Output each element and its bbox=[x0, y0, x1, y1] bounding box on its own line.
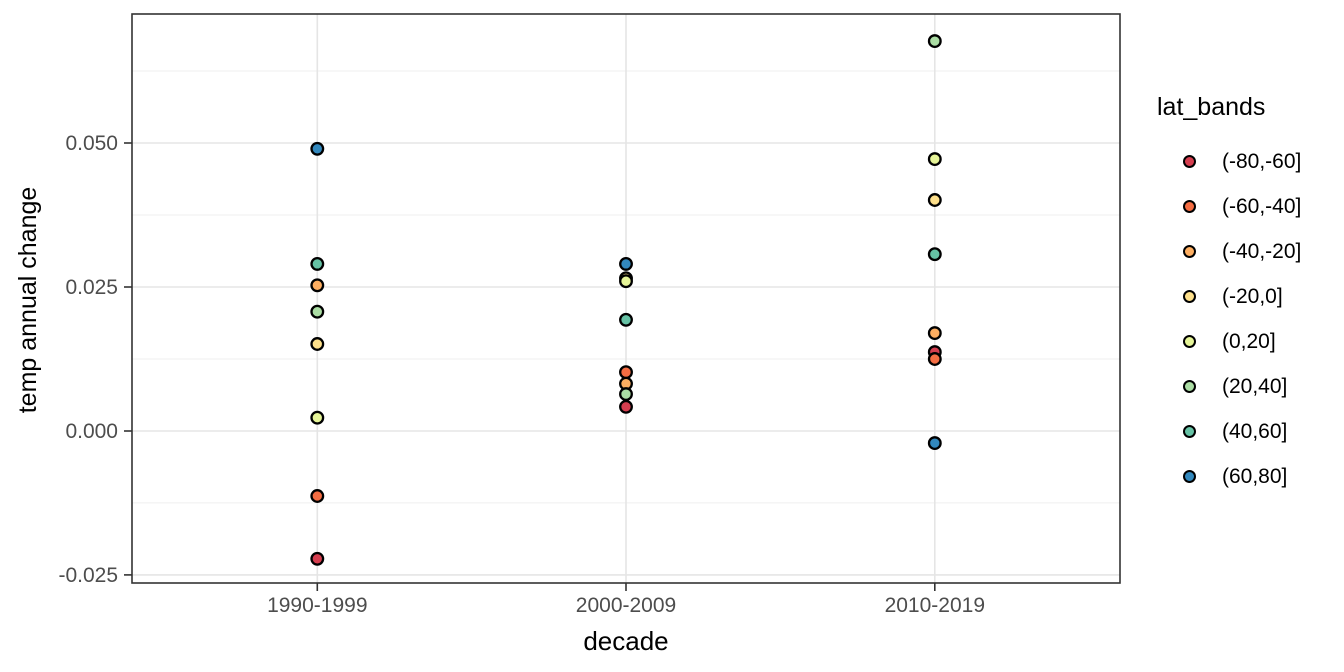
data-point bbox=[310, 141, 325, 156]
data-point bbox=[310, 410, 325, 425]
y-tick-label: 0.000 bbox=[65, 420, 118, 443]
data-point bbox=[619, 256, 633, 271]
data-point bbox=[310, 256, 325, 271]
legend-items: (-80,-60] (-60,-40] (-40,-20] (-20,0] (0,20]… bbox=[1150, 139, 1344, 499]
legend-swatch-icon bbox=[1183, 380, 1196, 393]
data-point bbox=[619, 312, 633, 327]
legend-item: (-60,-40] bbox=[1150, 184, 1344, 229]
legend-swatch-icon bbox=[1183, 155, 1196, 168]
data-point bbox=[310, 304, 325, 319]
legend-item: (-20,0] bbox=[1150, 274, 1344, 319]
data-point bbox=[927, 326, 942, 341]
data-point bbox=[927, 247, 942, 262]
x-tick-label: 2000-2009 bbox=[576, 594, 676, 617]
data-point bbox=[310, 278, 325, 293]
legend-swatch-icon bbox=[1183, 290, 1196, 303]
legend-item: (20,40] bbox=[1150, 364, 1344, 409]
legend: lat_bands (-80,-60] (-60,-40] (-40,-20] (-2… bbox=[1150, 92, 1344, 499]
legend-item-label: (-40,-20] bbox=[1222, 239, 1302, 263]
legend-swatch-icon bbox=[1183, 335, 1196, 348]
legend-item: (0,20] bbox=[1150, 319, 1344, 364]
data-point bbox=[310, 489, 325, 503]
data-point bbox=[927, 436, 942, 451]
data-point bbox=[619, 274, 633, 289]
legend-item-label: (60,80] bbox=[1222, 464, 1288, 488]
legend-item-label: (-60,-40] bbox=[1222, 194, 1302, 218]
legend-swatch-icon bbox=[1183, 200, 1196, 213]
x-axis-title: decade bbox=[583, 626, 669, 656]
data-point bbox=[927, 152, 942, 167]
x-tick-label: 2010-2019 bbox=[885, 594, 985, 617]
legend-title: lat_bands bbox=[1157, 93, 1266, 121]
data-point bbox=[619, 365, 633, 380]
legend-item-label: (40,60] bbox=[1222, 419, 1288, 443]
data-point bbox=[310, 337, 325, 351]
legend-item-label: (-20,0] bbox=[1222, 284, 1283, 308]
legend-item: (-80,-60] bbox=[1150, 139, 1344, 184]
legend-item-label: (20,40] bbox=[1222, 374, 1288, 398]
y-tick-label: -0.025 bbox=[58, 564, 118, 587]
legend-swatch-icon bbox=[1183, 425, 1196, 438]
data-point bbox=[619, 387, 633, 402]
y-axis-title: temp annual change bbox=[14, 186, 42, 414]
legend-item-label: (0,20] bbox=[1222, 329, 1276, 353]
data-point bbox=[927, 352, 942, 366]
data-point bbox=[927, 34, 942, 49]
y-tick-label: 0.025 bbox=[65, 276, 118, 299]
y-tick-label: 0.050 bbox=[65, 132, 118, 155]
legend-swatch-icon bbox=[1183, 245, 1196, 258]
legend-swatch-icon bbox=[1183, 470, 1196, 483]
x-tick-label: 1990-1999 bbox=[267, 594, 367, 617]
data-point bbox=[310, 551, 325, 566]
legend-item-label: (-80,-60] bbox=[1222, 149, 1302, 173]
legend-item: (40,60] bbox=[1150, 409, 1344, 454]
data-point bbox=[927, 193, 942, 207]
legend-item: (-40,-20] bbox=[1150, 229, 1344, 274]
data-point bbox=[619, 399, 633, 414]
legend-item: (60,80] bbox=[1150, 454, 1344, 499]
